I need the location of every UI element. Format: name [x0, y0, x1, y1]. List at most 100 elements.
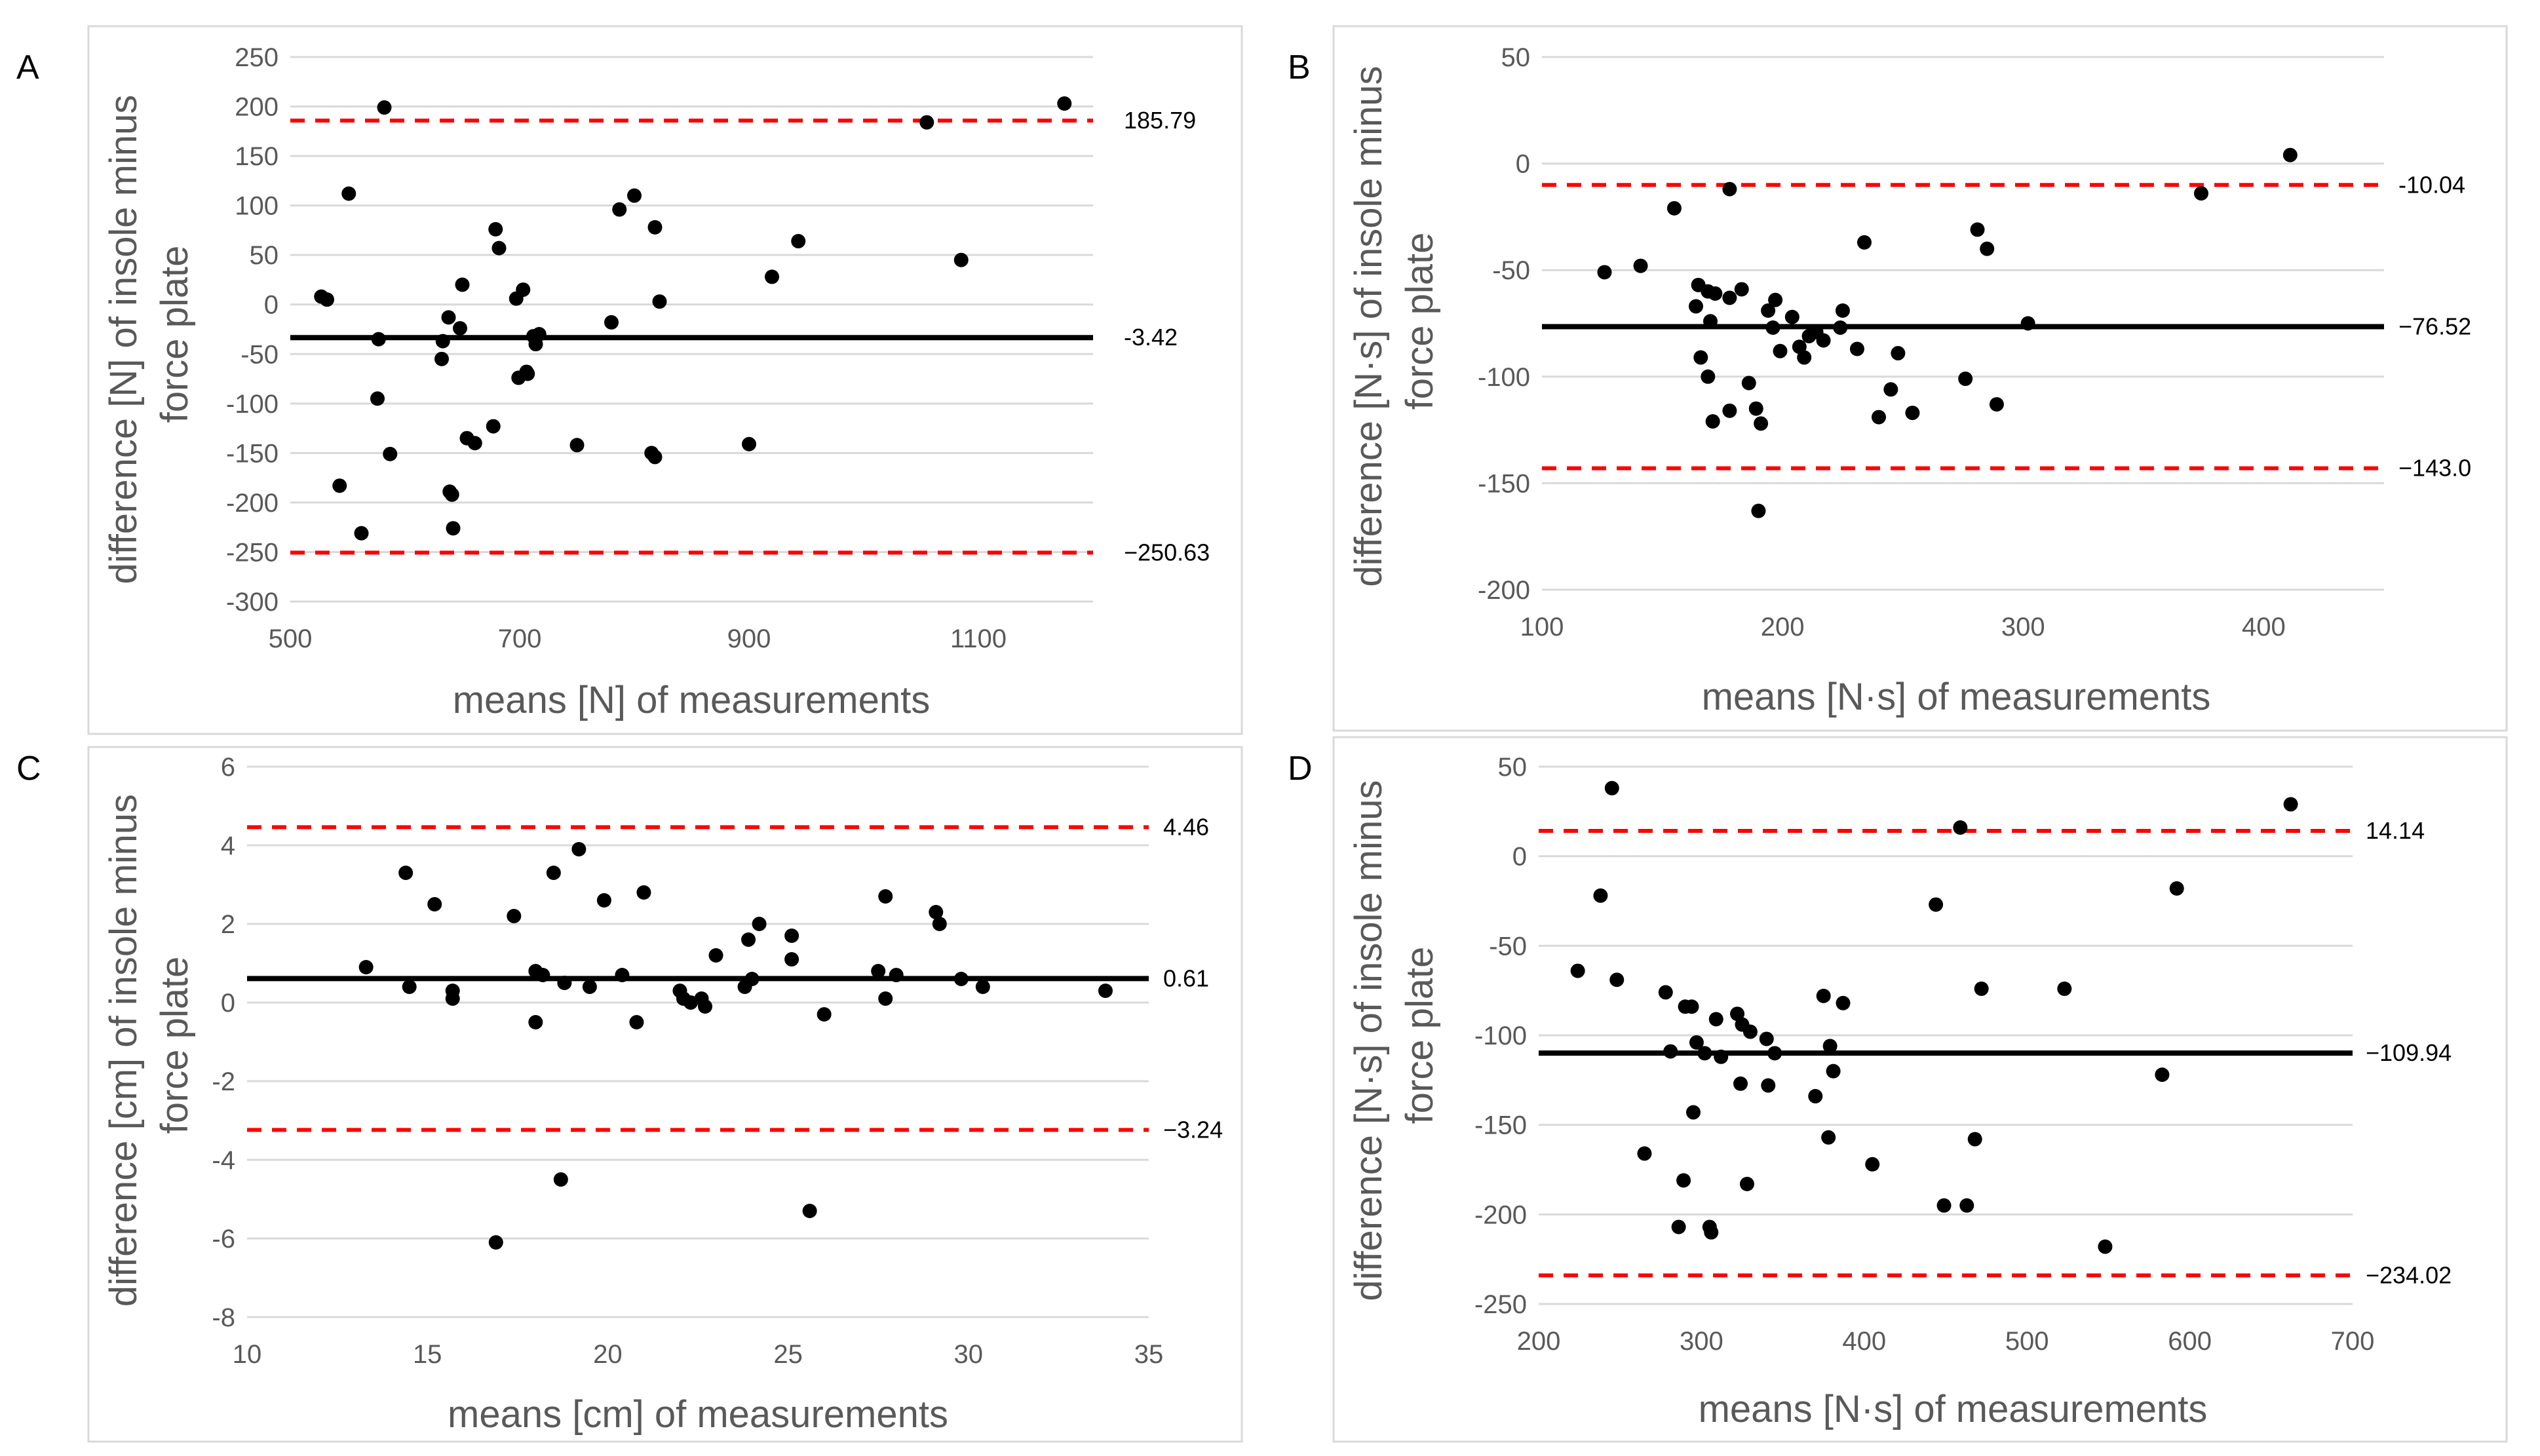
panel-d-data-point	[1730, 1006, 1745, 1022]
panel-b-data-point	[1754, 416, 1769, 431]
panel-d-data-point	[1689, 1035, 1704, 1050]
panel-a-ytick-label: -250	[226, 538, 279, 567]
panel-a-data-point	[516, 282, 531, 297]
panel-a-ytick-label: 50	[250, 241, 279, 270]
panel-d-ytick-label: 50	[1498, 753, 1528, 782]
panel-d-data-point	[2169, 881, 2184, 896]
panel-a-xticks: 500 700 900 1100	[269, 624, 1007, 653]
panel-a-data-point	[332, 478, 347, 493]
panel-d-data-point	[1936, 1198, 1952, 1213]
panel-b-data-point	[1765, 320, 1780, 335]
panel-a-data-point	[520, 366, 535, 381]
panel-d-data-point	[1671, 1219, 1686, 1235]
panel-c-data-point	[698, 999, 713, 1014]
panel-b-data-point	[1768, 292, 1783, 307]
panel-a-data-point	[569, 438, 585, 453]
panel-a-data-point	[446, 521, 461, 536]
panel-d-data-point	[1959, 1198, 1974, 1213]
panel-a-data-point	[441, 310, 456, 325]
panel-b-ytick-label: 50	[1501, 43, 1531, 72]
panel-a: A 250200150100500-50-100-150-200-250-300…	[16, 25, 1243, 735]
panel-c-data-point	[802, 1204, 817, 1218]
panel-b-xtick-label: 300	[2001, 613, 2045, 642]
panel-c-xticks: 10 15 20 25 30 35	[233, 1340, 1164, 1369]
panel-a-data-point	[791, 234, 806, 249]
panel-b-data-point	[1835, 303, 1850, 318]
panel-a-ytick-label: -300	[226, 588, 279, 617]
panel-a-letter: A	[16, 48, 39, 86]
panel-a-data-point	[467, 436, 482, 451]
panel-c-frame	[87, 746, 1243, 1443]
panel-d-data-point	[1733, 1076, 1748, 1091]
panel-b-ytick-label: 0	[1516, 150, 1530, 179]
panel-b-ytick-label: -100	[1478, 363, 1530, 392]
panel-d-xtick-label: 400	[1842, 1327, 1886, 1356]
panel-b-data-point	[1633, 258, 1648, 273]
panel-b-data-point	[1872, 410, 1886, 425]
panel-c-data-point	[752, 917, 767, 931]
panel-c-xtick-label: 25	[773, 1340, 803, 1369]
panel-c-data-point	[488, 1235, 503, 1250]
panel-a-data-point	[455, 277, 470, 292]
panel-b-data-point	[1761, 303, 1776, 318]
panel-d-data-point	[1759, 1031, 1774, 1046]
panel-d-data-point	[1684, 999, 1699, 1014]
panel-c-data-point	[1098, 984, 1113, 998]
panel-b-frame	[1332, 25, 2508, 732]
panel-d-data-point	[2283, 797, 2298, 812]
panel-b-data-point	[1849, 341, 1864, 356]
panel-d-ytick-label: -50	[1489, 932, 1527, 961]
panel-a-ytick-label: 100	[235, 192, 279, 221]
panel-d-xtick-label: 300	[1680, 1327, 1723, 1356]
panel-c-ytick-label: -4	[212, 1146, 235, 1175]
panel-a-ytick-label: -100	[226, 390, 279, 419]
panel-d-letter: D	[1288, 750, 1313, 788]
panel-a-line-labels: 185.79 -3.42 −250.63	[1124, 107, 1210, 565]
panel-c-ylabel-line-2: force plate	[153, 957, 196, 1134]
panel-c-data-point	[546, 866, 561, 880]
panel-c-ytick-label: -8	[212, 1303, 235, 1332]
panel-a-xlabel: means [N] of measurements	[453, 679, 931, 721]
panel-a-xtick-label: 1100	[950, 624, 1007, 653]
panel-a-data-point	[383, 446, 398, 461]
panel-d-data-point	[1821, 1130, 1836, 1145]
panel-b-data-point	[2282, 147, 2298, 163]
panel-d-data-point	[1826, 1063, 1841, 1079]
panel-a-ytick-label: -50	[241, 340, 279, 369]
panel-b-data-point	[1797, 350, 1812, 365]
panel-b-data-point	[1773, 343, 1788, 358]
panel-b-data-point	[1833, 320, 1848, 335]
panel-c-data-point	[929, 905, 944, 919]
panel-d-data-point	[1663, 1044, 1678, 1059]
panel-d-xtick-label: 500	[2005, 1327, 2049, 1356]
panel-c-ytick-label: 0	[221, 989, 235, 1018]
panel-a-data-point	[354, 526, 369, 541]
panel-d-data-point	[1761, 1078, 1776, 1093]
panel-c-yticks: 6 4 2 0 -2 -4 -6 -8	[212, 753, 235, 1332]
panel-a-data-point	[370, 391, 385, 406]
panel-b-ylabel: difference [N·s] of insole minus force p…	[1347, 55, 1441, 586]
panel-a-ytick-label: 150	[235, 142, 279, 171]
panel-a-data-point	[612, 202, 627, 217]
panel-b-xtick-label: 200	[1761, 613, 1805, 642]
panel-c-points	[358, 842, 1113, 1250]
panel-b-data-point	[1688, 299, 1703, 314]
panel-a-data-point	[341, 186, 356, 201]
panel-a-data-point	[435, 334, 450, 349]
panel-d-data-point	[1865, 1157, 1880, 1172]
panel-c-data-point	[975, 980, 990, 994]
panel-d-data-point	[1742, 1024, 1758, 1039]
panel-a-ylabel-line-1: difference [N] of insole minus	[102, 95, 145, 584]
panel-a-data-point	[1057, 96, 1072, 111]
panel-a-xtick-label: 900	[727, 624, 771, 653]
panel-b-line-labels: -10.04 −76.52 −143.0	[2398, 171, 2471, 481]
panel-b: B 50 0 -50 -100 -150 -200 100 200 300 400 -10.04…	[1288, 25, 2508, 732]
panel-c-xtick-label: 30	[954, 1340, 984, 1369]
panel-b-data-point	[1722, 290, 1737, 305]
panel-c-xtick-label: 15	[413, 1340, 442, 1369]
panel-d-xticks: 200 300 400 500 600 700	[1517, 1327, 2375, 1356]
panel-b-data-point	[1857, 235, 1872, 250]
panel-b-ylabel-line-1: difference [N·s] of insole minus	[1347, 66, 1390, 586]
panel-d-data-point	[1808, 1088, 1823, 1103]
